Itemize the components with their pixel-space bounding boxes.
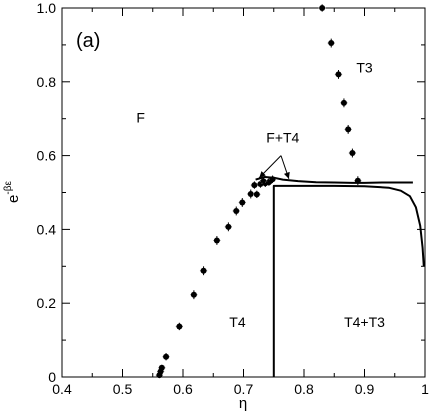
- data-point: [225, 223, 232, 230]
- data-point: [253, 191, 260, 198]
- x-tick-label: 0.8: [294, 381, 314, 397]
- region-labels: F F+T4 T3 T4 T4+T3: [136, 60, 385, 331]
- data-point: [354, 177, 361, 184]
- y-axis-label-base: e: [5, 195, 22, 203]
- y-axis-label: e-βε: [3, 181, 22, 203]
- data-point: [239, 199, 246, 206]
- x-tick-label: 0.9: [355, 381, 375, 397]
- data-point: [269, 176, 276, 183]
- data-point: [163, 353, 170, 360]
- y-tick-label: 0: [48, 369, 56, 385]
- x-tick-label: 0.7: [234, 381, 254, 397]
- y-tick-label: 0.6: [37, 148, 57, 164]
- annotation-arrow-head: [283, 171, 290, 179]
- region-label: F: [136, 109, 145, 125]
- data-point: [251, 182, 258, 189]
- panel-label: (a): [76, 30, 100, 52]
- annotation-arrow-head: [259, 171, 266, 178]
- x-tick-label: 0.4: [52, 381, 72, 397]
- data-point: [335, 71, 342, 78]
- x-axis-label: η: [239, 395, 247, 412]
- region-label: T4: [229, 314, 246, 330]
- region-label: F+T4: [266, 130, 299, 146]
- y-tick-label: 0.4: [37, 221, 57, 237]
- data-point: [200, 267, 207, 274]
- x-tick-label: 1: [421, 381, 429, 397]
- data-points: [155, 4, 362, 379]
- data-point: [158, 364, 165, 371]
- svg-text:e-βε: e-βε: [3, 181, 22, 203]
- x-tick-label: 0.6: [173, 381, 193, 397]
- data-point: [213, 237, 220, 244]
- data-point: [349, 150, 356, 157]
- phase-boundaries: [255, 176, 425, 377]
- data-point: [190, 291, 197, 298]
- data-point: [319, 5, 326, 11]
- x-tick-label: 0.5: [113, 381, 133, 397]
- data-point: [328, 40, 335, 47]
- y-tick-label: 1.0: [37, 0, 57, 16]
- data-point: [176, 323, 183, 330]
- f-t4-boundary-line: [255, 176, 413, 184]
- data-point: [233, 207, 240, 214]
- annotation-arrows: [258, 155, 290, 180]
- y-tick-label: 0.2: [37, 295, 57, 311]
- data-point: [345, 126, 352, 133]
- t4-t3-boundary-line: [272, 184, 425, 377]
- y-tick-label: 0.8: [37, 74, 57, 90]
- region-label: T4+T3: [344, 314, 385, 330]
- region-label: T3: [356, 60, 373, 76]
- data-point: [340, 99, 347, 106]
- y-axis-label-exponent: -βε: [3, 181, 14, 195]
- data-point: [247, 190, 254, 197]
